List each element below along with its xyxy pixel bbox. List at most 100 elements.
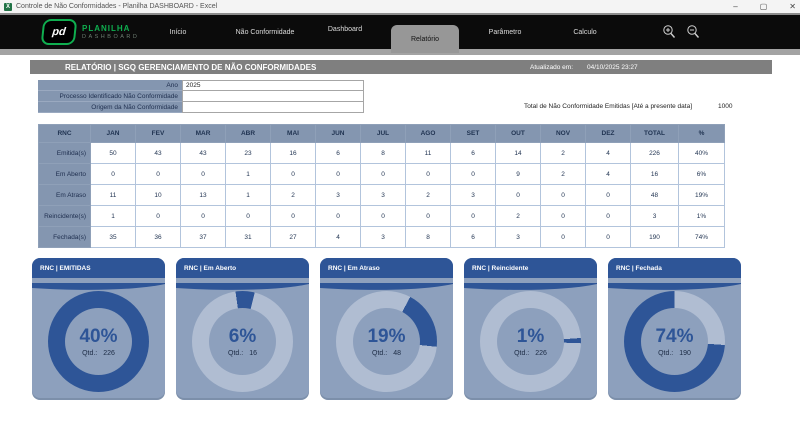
table-cell: 6 <box>315 142 361 164</box>
row-total-cell: 226 <box>630 142 679 164</box>
column-header: MAI <box>270 124 316 143</box>
table-cell: 0 <box>180 205 226 227</box>
card-header-wave <box>608 278 741 290</box>
window-title: Controle de Não Conformidades - Planilha… <box>16 3 218 10</box>
table-cell: 10 <box>135 184 181 206</box>
table-cell: 0 <box>585 184 631 206</box>
table-cell: 43 <box>180 142 226 164</box>
donut-center: 40% Qtd.: 226 <box>48 291 149 392</box>
column-header: JUL <box>360 124 406 143</box>
window-controls: – ▢ ✕ <box>733 0 798 13</box>
table-cell: 37 <box>180 226 226 248</box>
donut-chart: 19% Qtd.: 48 <box>336 291 437 392</box>
nav-item-calculo[interactable]: Calculo <box>573 28 597 36</box>
updated-info: Atualizado em: 04/10/2025 23:27 <box>530 64 638 71</box>
table-cell: 0 <box>315 205 361 227</box>
row-total-cell: 3 <box>630 205 679 227</box>
table-cell: 0 <box>270 163 316 185</box>
table-cell: 0 <box>270 205 316 227</box>
kpi-card: RNC | Reincidente 1% Qtd.: 226 <box>464 258 597 400</box>
row-percent-cell: 40% <box>678 142 725 164</box>
row-percent-cell: 19% <box>678 184 725 206</box>
brand-logo: pd PLANILHA DASHBOARD <box>40 19 139 45</box>
card-title: RNC | Reincidente <box>464 258 597 278</box>
column-header: FEV <box>135 124 181 143</box>
table-row: Em Aberto 0 0 0 1 0 0 0 0 0 9 2 4 16 6% <box>38 163 725 185</box>
zoom-in-icon[interactable] <box>662 24 676 39</box>
kpi-card: RNC | Em Atraso 19% Qtd.: 48 <box>320 258 453 400</box>
table-cell: 2 <box>540 142 586 164</box>
nav-item-par-metro[interactable]: Parâmetro <box>488 28 522 36</box>
kpi-card: RNC | Fechada 74% Qtd.: 190 <box>608 258 741 400</box>
nav-item-in-cio[interactable]: Início <box>169 28 187 36</box>
row-total-cell: 48 <box>630 184 679 206</box>
table-cell: 6 <box>450 226 496 248</box>
quantity-line: Qtd.: 226 <box>514 350 547 357</box>
table-cell: 43 <box>135 142 181 164</box>
logo-title: PLANILHA <box>82 24 131 33</box>
table-cell: 13 <box>180 184 226 206</box>
logo-subtitle: DASHBOARD <box>82 34 140 40</box>
column-header: RNC <box>38 124 91 143</box>
table-cell: 3 <box>360 184 406 206</box>
table-cell: 0 <box>495 184 541 206</box>
column-header: NOV <box>540 124 586 143</box>
zoom-out-icon[interactable] <box>686 24 700 39</box>
row-label: Fechada(s) <box>38 226 91 248</box>
donut-chart: 6% Qtd.: 16 <box>192 291 293 392</box>
card-title: RNC | EMITIDAS <box>32 258 165 278</box>
card-title: RNC | Em Atraso <box>320 258 453 278</box>
table-cell: 8 <box>360 142 406 164</box>
maximize-button[interactable]: ▢ <box>759 2 768 11</box>
donut-hole <box>65 308 132 375</box>
column-header: SET <box>450 124 496 143</box>
nav-item-relat-rio[interactable]: Relatório <box>390 25 460 53</box>
table-cell: 11 <box>405 142 451 164</box>
table-cell: 0 <box>360 205 406 227</box>
nav-zoom-tools <box>662 24 700 39</box>
filter-input[interactable] <box>182 101 364 113</box>
nav-item-dashboard[interactable]: Dashboard <box>327 25 363 33</box>
quantity-label: Qtd.: <box>228 349 244 357</box>
row-percent-cell: 74% <box>678 226 725 248</box>
table-row: Emitida(s) 50 43 43 23 16 6 8 11 6 14 2 4 226 40% <box>38 142 725 164</box>
report-header-bar: RELATÓRIO | SGQ GERENCIAMENTO DE NÃO CON… <box>30 60 772 74</box>
table-row: Fechada(s) 35 36 37 31 27 4 3 8 6 3 0 0 190 74% <box>38 226 725 248</box>
table-cell: 8 <box>405 226 451 248</box>
nav-item-n-o-conformidade[interactable]: Não Conformidade <box>235 28 295 36</box>
minimize-button[interactable]: – <box>733 2 738 11</box>
filter-label: Origem da Não Conformidade <box>38 102 182 113</box>
table-cell: 27 <box>270 226 316 248</box>
logo-monogram: pd <box>40 19 78 45</box>
table-cell: 4 <box>585 163 631 185</box>
close-button[interactable]: ✕ <box>789 2 796 11</box>
kpi-card: RNC | EMITIDAS 40% Qtd.: 226 <box>32 258 165 400</box>
table-cell: 0 <box>90 163 136 185</box>
table-cell: 0 <box>135 205 181 227</box>
filter-label: Ano <box>38 80 182 91</box>
total-line: Total de Não Conformidade Emitidas [Até … <box>420 103 750 110</box>
table-cell: 0 <box>315 163 361 185</box>
row-percent-cell: 1% <box>678 205 725 227</box>
quantity-value: 190 <box>679 349 691 357</box>
kpi-card: RNC | Em Aberto 6% Qtd.: 16 <box>176 258 309 400</box>
table-cell: 4 <box>585 142 631 164</box>
table-cell: 0 <box>135 163 181 185</box>
percent-value: 1% <box>516 325 545 347</box>
quantity-line: Qtd.: 48 <box>372 350 401 357</box>
card-header-wave <box>32 278 165 290</box>
donut-hole <box>209 308 276 375</box>
filter-form: Ano 2025 Processo Identificado Não Conform… <box>38 80 364 113</box>
table-cell: 0 <box>540 205 586 227</box>
table-cell: 3 <box>360 226 406 248</box>
quantity-line: Qtd.: 226 <box>82 350 115 357</box>
donut-chart: 1% Qtd.: 226 <box>480 291 581 392</box>
table-cell: 1 <box>225 163 271 185</box>
table-cell: 50 <box>90 142 136 164</box>
donut-hole <box>353 308 420 375</box>
quantity-label: Qtd.: <box>514 349 530 357</box>
card-title: RNC | Fechada <box>608 258 741 278</box>
logo-text: PLANILHA DASHBOARD <box>82 24 139 40</box>
column-header: OUT <box>495 124 541 143</box>
